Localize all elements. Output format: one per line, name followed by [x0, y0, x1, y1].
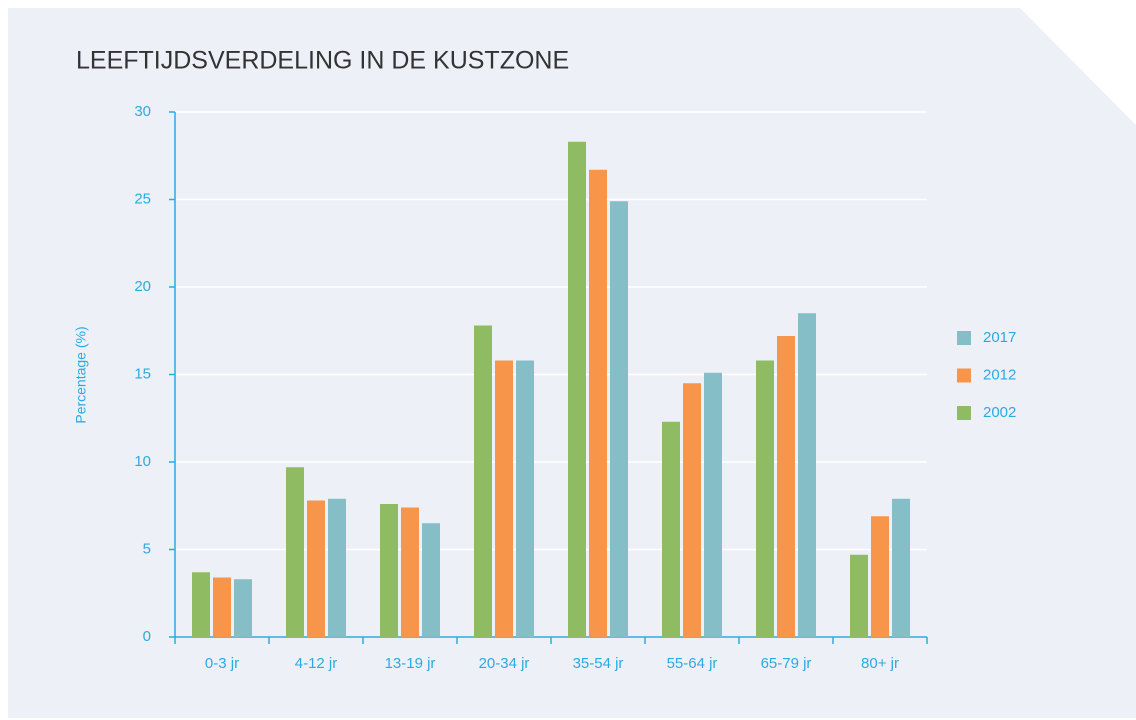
bar: [662, 421, 680, 637]
legend-swatch: [957, 406, 971, 420]
bar: [568, 141, 586, 637]
y-tick-label: 0: [143, 628, 151, 645]
legend-swatch: [957, 331, 971, 345]
y-tick-label: 10: [134, 453, 151, 470]
x-tick-label: 80+ jr: [861, 655, 899, 672]
x-tick-label: 65-79 jr: [761, 655, 812, 672]
bar: [307, 500, 325, 637]
bar: [380, 504, 398, 637]
bar: [516, 360, 534, 637]
bar: [871, 516, 889, 637]
x-tick-label: 20-34 jr: [479, 655, 530, 672]
y-tick-label: 30: [134, 103, 151, 120]
x-tick-label: 13-19 jr: [385, 655, 436, 672]
bar: [683, 383, 701, 637]
y-tick-label: 20: [134, 278, 151, 295]
x-tick-label: 4-12 jr: [295, 655, 338, 672]
chart-title: LEEFTIJDSVERDELING IN DE KUSTZONE: [76, 47, 569, 75]
y-axis-label: Percentage (%): [73, 326, 89, 423]
legend-label: 2012: [983, 366, 1016, 383]
bar: [850, 554, 868, 637]
bar: [892, 498, 910, 637]
bar: [589, 169, 607, 637]
bar: [495, 360, 513, 637]
y-tick-label: 5: [143, 540, 151, 557]
x-tick-label: 55-64 jr: [667, 655, 718, 672]
bar: [777, 336, 795, 637]
legend-label: 2002: [983, 404, 1016, 421]
bar: [422, 523, 440, 637]
bar: [286, 467, 304, 637]
legend-swatch: [957, 368, 971, 383]
bar: [610, 201, 628, 637]
y-tick-label: 15: [134, 365, 151, 382]
x-tick-label: 0-3 jr: [205, 655, 239, 672]
bar: [798, 313, 816, 637]
bar: [192, 572, 210, 637]
bar: [328, 498, 346, 637]
bar: [474, 325, 492, 637]
x-tick-label: 35-54 jr: [573, 655, 624, 672]
bar: [401, 507, 419, 637]
bar: [756, 360, 774, 637]
bar: [704, 372, 722, 637]
legend-label: 2017: [983, 329, 1016, 346]
bar: [234, 579, 252, 637]
bar: [213, 577, 231, 637]
y-tick-label: 25: [134, 190, 151, 207]
